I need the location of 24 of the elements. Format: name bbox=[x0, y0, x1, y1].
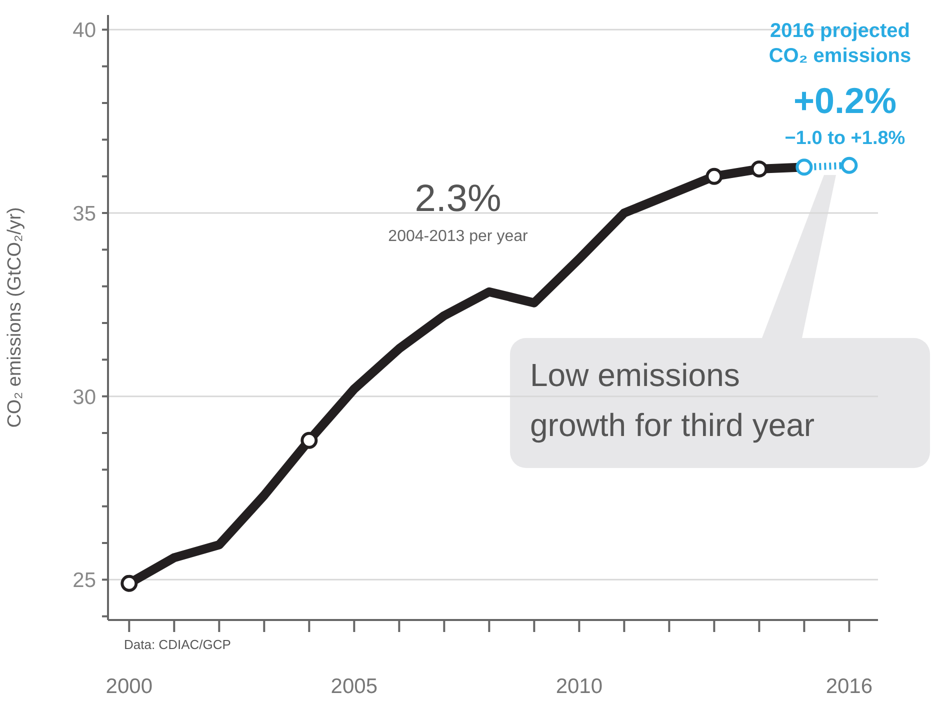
annotation: 2004-2013 per year bbox=[387, 228, 529, 246]
annotation: CO₂ emissions bbox=[768, 45, 912, 68]
point bbox=[706, 168, 723, 185]
x-tick-label: 2016 bbox=[826, 674, 873, 698]
annotation: −1.0 to +1.8% bbox=[784, 128, 906, 150]
point bbox=[750, 160, 768, 178]
annotation: 2.3% bbox=[414, 178, 502, 222]
annotation: +0.2% bbox=[792, 80, 898, 122]
annotation: 2016 projected bbox=[768, 20, 912, 43]
x-tick-label: 2000 bbox=[106, 674, 153, 698]
x-tick-label: 2005 bbox=[330, 674, 378, 698]
x-tick-label: 2010 bbox=[556, 674, 603, 698]
annotation: Low emissions bbox=[530, 357, 741, 394]
y-tick-label: 25 bbox=[72, 569, 96, 592]
y-tick-label: 35 bbox=[72, 202, 96, 226]
point bbox=[300, 432, 318, 449]
text: Data: CDIAC/GCP bbox=[124, 637, 232, 653]
point bbox=[120, 574, 138, 592]
y-axis-title: CO₂ emissions (GtCO₂/yr) bbox=[4, 207, 26, 428]
point bbox=[840, 156, 858, 174]
point bbox=[796, 158, 813, 176]
y-tick-label: 30 bbox=[72, 386, 96, 409]
annotation: growth for third year bbox=[530, 407, 816, 444]
y-tick-label: 40 bbox=[72, 19, 96, 42]
